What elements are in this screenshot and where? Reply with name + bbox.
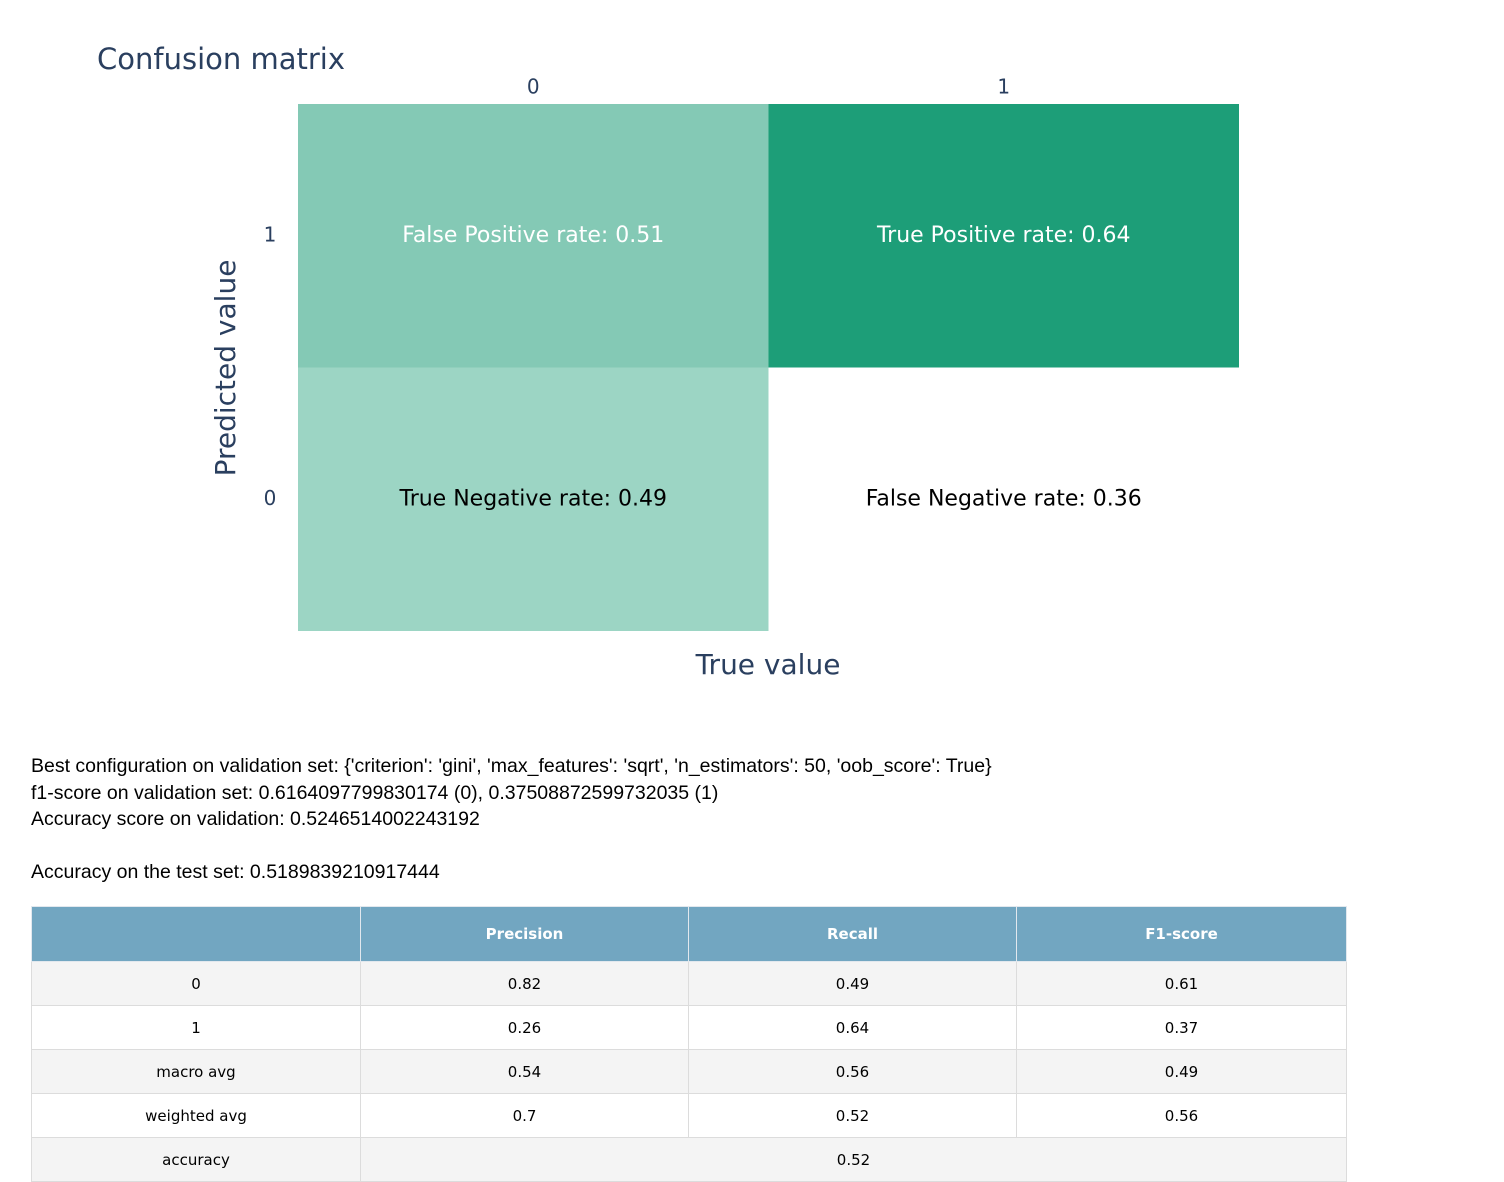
- table-cell: weighted avg: [31, 1093, 361, 1138]
- x-tick-label: 0: [527, 75, 540, 99]
- heatmap-cell: [768, 367, 1239, 631]
- table-cell: 0.56: [688, 1049, 1017, 1094]
- f1-validation-text: f1-score on validation set: 0.6164097799…: [31, 781, 719, 804]
- table-cell: 0.64: [688, 1005, 1017, 1050]
- table-cell: 0.49: [1016, 1049, 1347, 1094]
- table-header-f1-score: F1-score: [1016, 906, 1347, 962]
- table-row-accuracy: accuracy 0.52: [31, 1137, 1347, 1182]
- table-header-recall: Recall: [688, 906, 1017, 962]
- table-row: weighted avg 0.7 0.52 0.56: [31, 1093, 1347, 1138]
- axis-ticks: 0 1 1 0: [264, 75, 1010, 510]
- y-tick-label: 0: [264, 486, 277, 510]
- x-tick-label: 1: [997, 75, 1010, 99]
- accuracy-test-text: Accuracy on the test set: 0.518983921091…: [31, 861, 440, 883]
- table-cell: 0: [31, 961, 361, 1006]
- table-cell: 0.49: [688, 961, 1017, 1006]
- table-cell: 0.7: [360, 1093, 689, 1138]
- table-cell: 0.61: [1016, 961, 1347, 1006]
- table-row: 1 0.26 0.64 0.37: [31, 1005, 1347, 1050]
- y-tick-label: 1: [264, 222, 277, 246]
- chart-title: Confusion matrix: [97, 42, 345, 76]
- heatmap-cell-label: True Negative rate: 0.49: [398, 486, 667, 511]
- results-summary: Best configuration on validation set: {'…: [31, 753, 1471, 886]
- table-cell: 0.82: [360, 961, 689, 1006]
- table-cell: 0.37: [1016, 1005, 1347, 1050]
- table-cell-accuracy-value: 0.52: [360, 1137, 1347, 1182]
- table-cell: 0.54: [360, 1049, 689, 1094]
- heatmap-cell-label: True Positive rate: 0.64: [876, 223, 1131, 248]
- heatmap-cell: [298, 367, 769, 631]
- x-axis-title: True value: [695, 648, 841, 681]
- table-row: 0 0.82 0.49 0.61: [31, 961, 1347, 1006]
- table-header-precision: Precision: [360, 906, 689, 962]
- table-cell: 0.56: [1016, 1093, 1347, 1138]
- table-cell: accuracy: [31, 1137, 361, 1182]
- confusion-matrix-chart: Confusion matrix False Positive rate: 0.…: [97, 42, 1239, 681]
- table-cell: macro avg: [31, 1049, 361, 1094]
- table-header-empty: [31, 906, 361, 962]
- heatmap-cells: False Positive rate: 0.51 True Positive r…: [298, 104, 1239, 631]
- heatmap-cell-label: False Negative rate: 0.36: [866, 486, 1142, 511]
- best-config-text: Best configuration on validation set: {'…: [31, 755, 992, 777]
- table-header-row: Precision Recall F1-score: [31, 906, 1347, 962]
- table-row: macro avg 0.54 0.56 0.49: [31, 1049, 1347, 1094]
- spacer: [31, 833, 1471, 860]
- classification-report-table: Precision Recall F1-score 0 0.82 0.49 0.…: [31, 906, 1347, 1182]
- y-axis-title: Predicted value: [209, 260, 242, 477]
- accuracy-validation-text: Accuracy score on validation: 0.52465140…: [31, 808, 480, 830]
- table-cell: 1: [31, 1005, 361, 1050]
- heatmap-cell-label: False Positive rate: 0.51: [402, 223, 664, 248]
- table-cell: 0.52: [688, 1093, 1017, 1138]
- heatmap-cell: [768, 104, 1239, 368]
- heatmap-cell: [298, 104, 769, 368]
- table-cell: 0.26: [360, 1005, 689, 1050]
